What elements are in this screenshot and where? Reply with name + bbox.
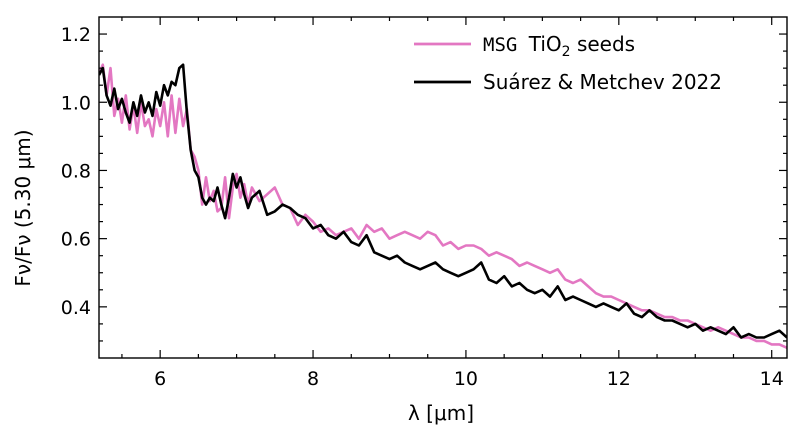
y-tick-label: 1.2	[61, 24, 91, 46]
x-tick-label: 6	[154, 368, 166, 390]
plot-frame	[98, 16, 788, 359]
y-tick-label: 0.6	[61, 229, 91, 251]
legend-label-2: Suárez & Metchev 2022	[483, 70, 722, 94]
x-axis-label: λ [μm]	[408, 401, 474, 425]
x-tick-label: 8	[307, 368, 319, 390]
x-tick-label: 12	[607, 368, 631, 390]
x-tick-label: 14	[760, 368, 784, 390]
legend-label-1: MSG TiO2 seeds	[483, 32, 635, 60]
y-tick-label: 1.0	[61, 92, 91, 114]
legend: MSG TiO2 seeds Suárez & Metchev 2022	[414, 32, 722, 94]
x-tick-label: 10	[454, 368, 478, 390]
series-line-1	[99, 63, 787, 349]
series-line-2	[99, 63, 787, 339]
axes: 6 8 10 12 14 0.4 0.6 0.8 1.0 1.2	[61, 16, 788, 390]
plot-area	[99, 63, 787, 349]
y-tick-label: 0.8	[61, 160, 91, 182]
y-tick-label: 0.4	[61, 297, 91, 319]
y-axis-label: Fν/Fν (5.30 μm)	[11, 129, 35, 286]
